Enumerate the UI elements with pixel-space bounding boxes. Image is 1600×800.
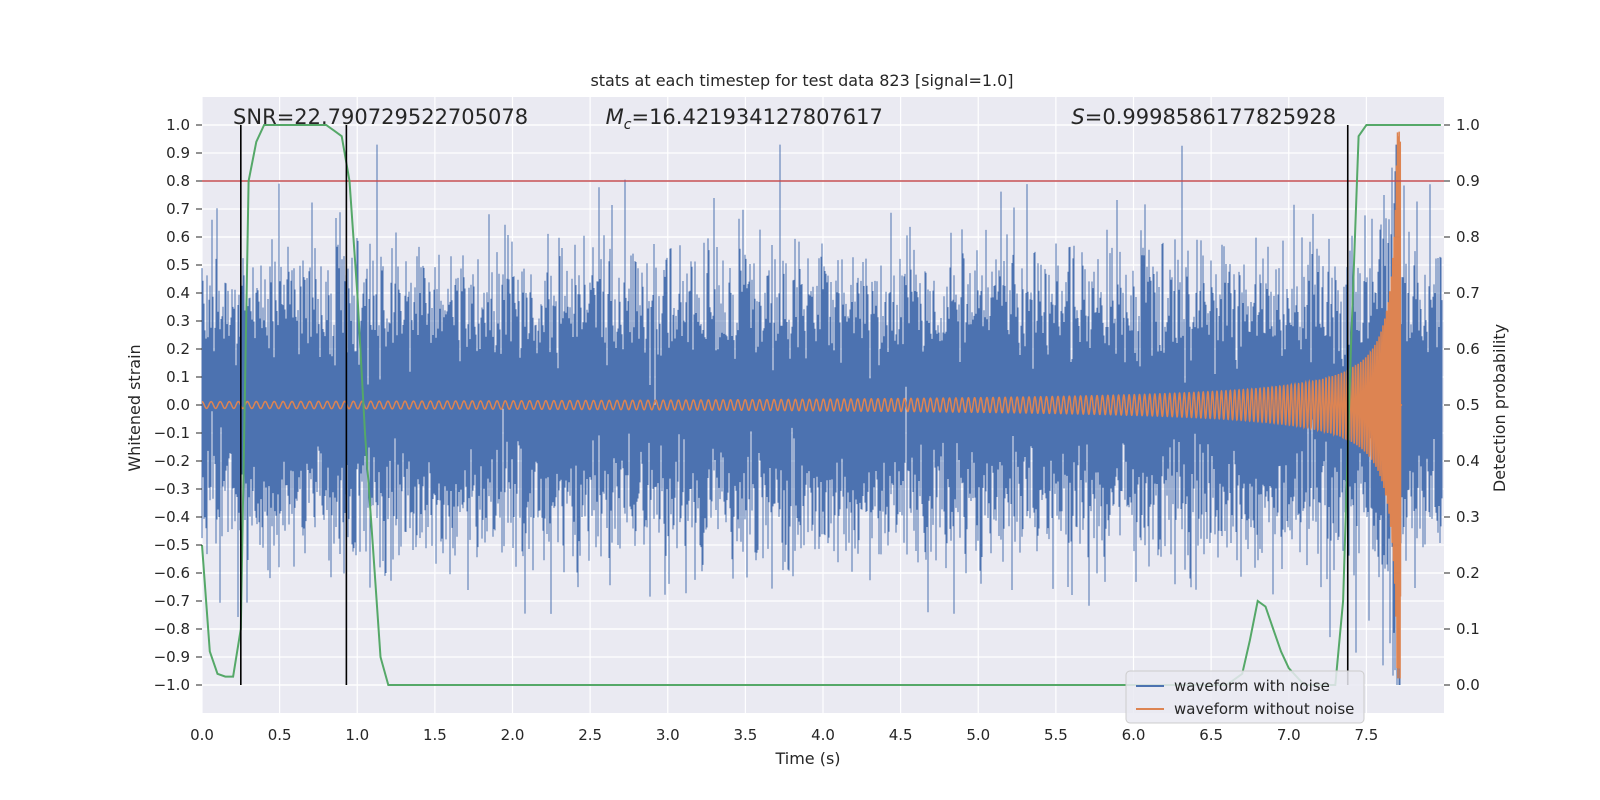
legend-box: [1125, 670, 1365, 724]
y-tick-label: −0.4: [154, 508, 190, 526]
x-tick-label: 3.5: [733, 726, 757, 744]
x-tick-label: 0.0: [190, 726, 214, 744]
y-tick-label: −0.8: [154, 620, 190, 638]
chart-title: stats at each timestep for test data 823…: [590, 71, 1013, 90]
y-tick-label: −0.6: [154, 564, 190, 582]
y-tick-label: −0.2: [154, 452, 190, 470]
annotation-symbol: SNR: [233, 105, 277, 129]
annotations: SNR=22.790729522705078 Mc=16.421934127807…: [233, 105, 1336, 133]
annotation-value: =16.421934127807617: [631, 105, 882, 129]
y-tick-label: 0.9: [166, 144, 190, 162]
y-tick-label: 0.4: [166, 284, 190, 302]
clean-waveform-line: [201, 131, 1403, 679]
x-tick-label: 3.0: [656, 726, 680, 744]
x-tick-label: 6.0: [1122, 726, 1146, 744]
x-tick-label: 4.0: [811, 726, 835, 744]
x-tick-label: 0.5: [268, 726, 292, 744]
y-right-tick-label: 0.0: [1456, 676, 1480, 694]
y-right-tick-label: 0.2: [1456, 564, 1480, 582]
y-tick-label: −0.9: [154, 648, 190, 666]
legend: waveform with noise waveform without noi…: [1125, 670, 1365, 724]
detection-probability-series: [201, 124, 1441, 686]
stat-annotation: S=0.9998586177825928: [1071, 105, 1336, 129]
y-right-tick-label: 0.8: [1456, 228, 1480, 246]
y-right-tick-label: 0.5: [1456, 396, 1480, 414]
annotation-symbol: S: [1071, 105, 1084, 129]
y-tick-label: −1.0: [154, 676, 190, 694]
x-tick-label: 1.5: [423, 726, 447, 744]
y-tick-label: −0.1: [154, 424, 190, 442]
x-tick-label: 5.0: [966, 726, 990, 744]
x-tick-label: 4.5: [889, 726, 913, 744]
vertical-markers: [240, 125, 1349, 685]
x-tick-label: 5.5: [1044, 726, 1068, 744]
y-tick-label: −0.5: [154, 536, 190, 554]
y-axis-label: Whitened strain: [125, 344, 144, 471]
x-axis-label: Time (s): [774, 749, 840, 768]
annotation-value: =0.9998586177825928: [1085, 105, 1336, 129]
y-tick-label: 0.1: [166, 368, 190, 386]
x-tick-label: 6.5: [1199, 726, 1223, 744]
y-right-tick-label: 0.9: [1456, 172, 1480, 190]
y-tick-label: 0.8: [166, 172, 190, 190]
y-right-tick-label: 0.4: [1456, 452, 1480, 470]
x-tick-label: 1.0: [345, 726, 369, 744]
legend-label-clean: waveform without noise: [1174, 700, 1354, 718]
y-tick-label: 0.6: [166, 228, 190, 246]
x-tick-label: 7.5: [1354, 726, 1378, 744]
tick-labels: 0.0 0.5 1.0 1.5 2.0 2.5 3.0 3.5 4.0 4.5 5.0 5.5 6.0 6…: [154, 116, 1480, 744]
stat-annotation: Mc=16.421934127807617: [606, 105, 883, 133]
y-tick-label: 1.0: [166, 116, 190, 134]
detection-probability-line: [201, 124, 1441, 686]
y-right-axis-label: Detection probability: [1490, 324, 1509, 492]
clean-waveform-series: [201, 131, 1403, 679]
y-right-tick-label: 1.0: [1456, 116, 1480, 134]
y-right-tick-label: 0.6: [1456, 340, 1480, 358]
y-right-tick-label: 0.7: [1456, 284, 1480, 302]
y-tick-label: −0.7: [154, 592, 190, 610]
y-right-tick-label: 0.3: [1456, 508, 1480, 526]
legend-label-noisy: waveform with noise: [1174, 677, 1330, 695]
y-tick-label: 0.2: [166, 340, 190, 358]
y-tick-label: 0.0: [166, 396, 190, 414]
x-tick-label: 2.5: [578, 726, 602, 744]
x-tick-label: 7.0: [1277, 726, 1301, 744]
annotation-value: =22.790729522705078: [277, 105, 528, 129]
x-tick-label: 2.0: [501, 726, 525, 744]
annotation-subscript: c: [624, 117, 632, 133]
annotation-symbol: M: [606, 105, 624, 129]
y-tick-label: −0.3: [154, 480, 190, 498]
y-tick-label: 0.7: [166, 200, 190, 218]
y-tick-label: 0.3: [166, 312, 190, 330]
stat-annotation: SNR=22.790729522705078: [233, 105, 528, 129]
y-tick-label: 0.5: [166, 256, 190, 274]
y-right-tick-label: 0.1: [1456, 620, 1480, 638]
